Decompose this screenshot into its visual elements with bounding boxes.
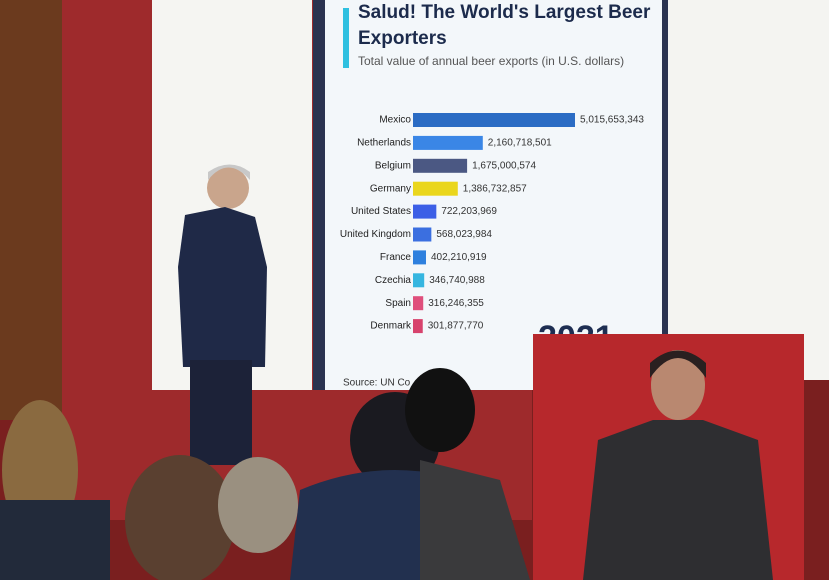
bar bbox=[413, 158, 468, 173]
chart-title: Salud! The World's Largest Beer Exporter… bbox=[358, 2, 651, 49]
value-label: 568,023,984 bbox=[436, 229, 492, 240]
value-label: 722,203,969 bbox=[441, 206, 497, 217]
category-label: Mexico bbox=[379, 115, 411, 126]
bar bbox=[413, 204, 437, 219]
interpreter bbox=[583, 350, 773, 580]
category-label: Denmark bbox=[370, 321, 412, 332]
presenter bbox=[178, 164, 267, 465]
category-label: Germany bbox=[370, 183, 411, 194]
source: Source: UN Co bbox=[343, 378, 411, 389]
audience bbox=[0, 368, 530, 580]
screen-border bbox=[313, 0, 325, 390]
bar bbox=[413, 319, 423, 334]
value-label: 5,015,653,343 bbox=[580, 115, 644, 126]
bar bbox=[413, 250, 426, 265]
category-label: Czechia bbox=[375, 275, 412, 286]
screen-right bbox=[668, 0, 829, 380]
category-label: United States bbox=[351, 206, 411, 217]
bar bbox=[413, 296, 424, 311]
bar bbox=[413, 135, 483, 150]
category-label: Belgium bbox=[375, 160, 411, 171]
title-accent bbox=[343, 8, 349, 68]
category-label: Netherlands bbox=[357, 138, 411, 149]
chart-subtitle: Total value of annual beer exports (in U… bbox=[358, 54, 625, 68]
value-label: 346,740,988 bbox=[429, 275, 485, 286]
bar bbox=[413, 181, 458, 196]
chart-panel bbox=[325, 0, 662, 390]
category-label: Spain bbox=[385, 298, 411, 309]
category-label: France bbox=[380, 252, 412, 263]
value-label: 301,877,770 bbox=[428, 321, 484, 332]
bar-chart: Mexico 5,015,653,343 Netherlands 2,160,718,… bbox=[340, 113, 644, 334]
wood-cabinet bbox=[0, 0, 62, 420]
value-label: 1,386,732,857 bbox=[463, 183, 527, 194]
value-label: 2,160,718,501 bbox=[488, 138, 552, 149]
category-label: United Kingdom bbox=[340, 229, 411, 240]
bar bbox=[413, 113, 575, 127]
value-label: 316,246,355 bbox=[428, 298, 484, 309]
bar bbox=[413, 227, 432, 242]
value-label: 402,210,919 bbox=[431, 252, 487, 263]
bar bbox=[413, 273, 425, 288]
value-label: 1,675,000,574 bbox=[472, 160, 536, 171]
screen-border bbox=[662, 0, 668, 390]
